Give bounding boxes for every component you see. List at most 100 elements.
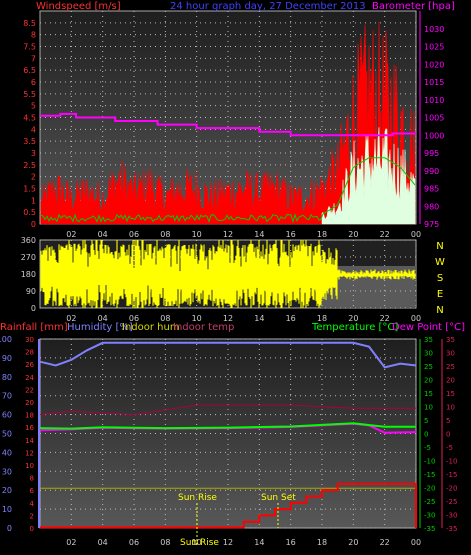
x-tick-label: 08 — [160, 538, 170, 547]
barometer-series — [40, 112, 416, 137]
x-tick-label: 10 — [192, 538, 202, 547]
x-tick-label: 06 — [129, 314, 139, 323]
rain-tick-label: 28 — [25, 349, 34, 357]
temp-tick-label: -10 — [424, 458, 435, 466]
x-tick-label: 08 — [160, 230, 170, 239]
gust-area — [321, 127, 416, 225]
x-tick-label: 20 — [348, 538, 358, 547]
rain-tick-label: 4 — [30, 500, 35, 508]
dew-tick-label: 35 — [446, 336, 455, 344]
compass-label: S — [437, 273, 443, 284]
y-tick-label: 2.5 — [23, 161, 36, 170]
temp-tick-label: 20 — [424, 377, 433, 385]
dew-tick-label: 25 — [446, 363, 455, 371]
windspeed-y-ticks: 0 0.5 1 1.5 2 2.5 3 3.5 4 4.5 5 5.5 6 6.5 7 7.5 8 8.5 — [23, 19, 36, 229]
humidity-tick-label: 50 — [2, 430, 12, 439]
x-tick-label: 22 — [380, 538, 390, 547]
y-tick-label: 270 — [21, 253, 36, 262]
y-tick-label: 985 — [424, 185, 439, 194]
y-tick-label: 1010 — [424, 96, 444, 105]
x-tick-label: 04 — [98, 538, 108, 547]
rain-tick-label: 18 — [25, 412, 34, 420]
x-tick-label: 16 — [286, 230, 296, 239]
x-tick-label: 18 — [317, 314, 327, 323]
x-tick-label: 02 — [66, 230, 76, 239]
indoor-temp-line — [39, 404, 416, 416]
x-tick-label: 00 — [411, 314, 421, 323]
y-tick-label: 7.5 — [23, 43, 36, 52]
humidity-tick-label: 20 — [2, 486, 12, 495]
dew-tick-label: -10 — [446, 458, 457, 466]
x-tick-label: 16 — [286, 314, 296, 323]
y-tick-label: 1000 — [424, 131, 444, 140]
y-tick-label: 2 — [31, 173, 36, 182]
temperature-c-line — [39, 422, 416, 430]
x-tick-label: 02 — [66, 314, 76, 323]
temp-tick-label: -30 — [424, 512, 435, 520]
y-tick-label: 5 — [31, 102, 36, 111]
y-tick-label: 1015 — [424, 78, 444, 87]
rain-tick-label: 14 — [25, 437, 34, 445]
temp-tick-label: -15 — [424, 471, 435, 479]
x-tick-label: 02 — [66, 538, 76, 547]
compass-label: N — [436, 305, 443, 316]
rain-tick-label: 30 — [25, 336, 34, 344]
barometer-line — [40, 112, 416, 137]
humidity-tick-label: 90 — [2, 354, 12, 363]
legend-indoor-temp: Indoor temp — [173, 322, 234, 333]
dew-tick-label: -5 — [446, 444, 453, 452]
y-tick-label: 6.5 — [23, 66, 36, 75]
windspeed-x-ticks: 02 04 06 08 10 12 14 16 18 20 22 00 — [66, 230, 421, 239]
temp-tick-label: 25 — [424, 363, 433, 371]
x-tick-label: 16 — [286, 538, 296, 547]
y-tick-label: 6 — [31, 78, 36, 87]
x-tick-label: 18 — [317, 230, 327, 239]
y-tick-label: 980 — [424, 202, 439, 211]
dew-tick-label: -30 — [446, 512, 457, 520]
humidity-tick-label: 0 — [7, 524, 12, 533]
dew-tick-label: -15 — [446, 471, 457, 479]
gust-series — [40, 127, 416, 225]
rain-tick-label: 10 — [25, 462, 34, 470]
rain-tick-label: 26 — [25, 361, 34, 369]
x-tick-label: 04 — [98, 230, 108, 239]
humidity-tick-label: 40 — [2, 448, 12, 457]
legend-temperature: Temperature [°C] — [311, 322, 398, 333]
x-tick-label: 22 — [380, 230, 390, 239]
y-tick-label: 0 — [31, 304, 36, 313]
temp-tick-label: 15 — [424, 390, 433, 398]
y-tick-label: 995 — [424, 149, 439, 158]
rain-tick-label: 12 — [25, 449, 34, 457]
temp-tick-label: -25 — [424, 498, 435, 506]
barometer-y-ticks: 975 980 985 990 995 1000 1005 1010 1015 1020 1025 1… — [419, 11, 444, 229]
dew-tick-label: 0 — [446, 431, 450, 439]
humidity-tick-label: 70 — [2, 392, 12, 401]
y-tick-label: 5.5 — [23, 90, 36, 99]
x-tick-label: 12 — [223, 230, 233, 239]
y-tick-label: 1020 — [424, 60, 444, 69]
humidity-tick-label: 100 — [0, 335, 12, 344]
dew-tick-label: 15 — [446, 390, 455, 398]
dew-tick-label: -35 — [446, 525, 457, 533]
humidity-tick-label: 30 — [2, 467, 12, 476]
x-tick-label: 10 — [192, 314, 202, 323]
humidity-tick-label: 80 — [2, 373, 12, 382]
rain-tick-label: 6 — [30, 487, 35, 495]
y-tick-label: 360 — [21, 236, 36, 245]
temperature-series — [39, 341, 417, 529]
x-tick-label: 14 — [254, 538, 264, 547]
dew-tick-label: 5 — [446, 417, 450, 425]
y-tick-label: 8.5 — [23, 19, 36, 28]
y-tick-label: 975 — [424, 220, 439, 229]
y-tick-label: 3.5 — [23, 137, 36, 146]
x-tick-label: 06 — [129, 230, 139, 239]
y-tick-label: 1 — [31, 196, 36, 205]
x-tick-label: 20 — [348, 314, 358, 323]
rain-tick-label: 16 — [25, 424, 34, 432]
y-tick-label: 90 — [26, 287, 36, 296]
y-tick-label: 1005 — [424, 114, 444, 123]
sunrise-bottom-label: Sun Rise — [180, 538, 219, 548]
compass-label: N — [436, 241, 443, 252]
dew-tick-label: 30 — [446, 350, 455, 358]
